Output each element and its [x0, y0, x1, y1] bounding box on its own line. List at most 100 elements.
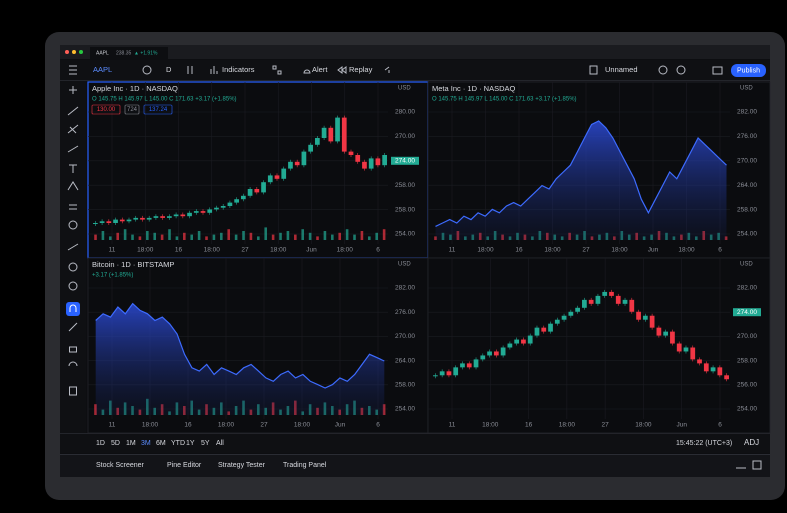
bottom-tab[interactable]: Strategy Tester — [218, 462, 266, 469]
y-axis-label: 258.00 — [737, 357, 757, 364]
candle — [575, 307, 580, 312]
range-button[interactable]: 3M — [141, 440, 151, 447]
candle — [548, 323, 553, 332]
candle — [187, 212, 192, 217]
bottom-tab[interactable]: Trading Panel — [283, 462, 327, 469]
y-axis-label: 270.00 — [395, 133, 415, 140]
replay[interactable]: Replay — [349, 65, 373, 74]
symbol[interactable]: AAPL — [93, 65, 112, 74]
interval[interactable]: D — [166, 65, 172, 74]
y-axis-label: 282.00 — [737, 285, 757, 292]
x-axis-label: 18:00 — [635, 422, 652, 429]
candle — [493, 351, 499, 356]
magnet-tool[interactable] — [66, 302, 80, 316]
range-button[interactable]: 1D — [96, 440, 105, 447]
volume-bar — [382, 229, 386, 240]
candle — [294, 161, 300, 166]
chart-panel — [427, 257, 771, 434]
range-button[interactable]: 5D — [111, 440, 120, 447]
candle — [703, 363, 709, 372]
candle — [362, 161, 367, 169]
publish-button[interactable] — [731, 64, 766, 77]
candle — [676, 343, 682, 352]
volume-bar — [375, 232, 379, 240]
candle — [609, 291, 614, 296]
candle — [541, 327, 547, 332]
volume-bar — [123, 229, 127, 240]
volume-bar — [160, 234, 164, 240]
current-price-tag — [733, 308, 761, 317]
x-axis-label: 16 — [525, 422, 533, 429]
y-axis-label: 264.00 — [395, 357, 415, 364]
volume-bar — [94, 234, 97, 240]
current-price: 274.00 — [395, 158, 415, 165]
candle — [507, 343, 513, 348]
bottom-tab[interactable]: Stock Screener — [96, 462, 145, 469]
volume-bar — [183, 232, 186, 240]
y-axis-label: 258.00 — [395, 182, 415, 189]
range-button[interactable]: 5Y — [201, 440, 210, 447]
candle — [480, 355, 486, 360]
volume-bar — [220, 232, 223, 240]
candle — [335, 117, 340, 142]
y-axis-label: 276.00 — [737, 133, 757, 140]
bottom-tab[interactable]: Pine Editor — [167, 462, 202, 469]
candle — [534, 327, 540, 336]
tab-bar — [60, 45, 770, 59]
candle — [173, 214, 179, 217]
adj[interactable]: ADJ — [744, 438, 759, 447]
volume-bar — [360, 231, 364, 240]
volume-bar — [301, 229, 305, 240]
candle — [160, 216, 165, 218]
range-button[interactable]: 1M — [126, 440, 136, 447]
browser-tab[interactable] — [90, 47, 168, 59]
range-button[interactable]: 1Y — [186, 440, 195, 447]
candle — [582, 299, 587, 308]
x-axis-label: 18:00 — [204, 247, 221, 254]
volume-bar — [308, 232, 312, 240]
volume-bar — [197, 231, 201, 240]
volume-bar — [279, 232, 282, 240]
indicators[interactable]: Indicators — [222, 65, 255, 74]
candle — [568, 311, 574, 316]
volume-bar — [271, 234, 275, 240]
alert[interactable]: Alert — [312, 65, 328, 74]
candle — [487, 351, 492, 356]
price-badge — [143, 104, 173, 115]
volume-bar — [94, 404, 97, 415]
range-button[interactable]: All — [216, 440, 224, 447]
candle — [247, 189, 253, 196]
x-axis-label: 18:00 — [559, 422, 576, 429]
candle — [649, 315, 655, 328]
volume-bar — [227, 229, 231, 240]
volume-bar — [190, 234, 194, 240]
range-button[interactable]: YTD — [171, 440, 185, 447]
y-axis-label: 270.00 — [737, 158, 757, 165]
layout-name[interactable]: Unnamed — [605, 65, 638, 74]
candle — [629, 299, 635, 312]
volume-bar — [257, 236, 260, 240]
volume-bar — [264, 227, 268, 240]
candle — [663, 331, 669, 336]
x-axis-label: 18:00 — [218, 422, 235, 429]
range-button[interactable]: 6M — [156, 440, 166, 447]
toolbar-icons[interactable] — [69, 65, 723, 75]
candle — [717, 367, 723, 376]
volume-bar — [146, 231, 149, 240]
window-dot — [65, 50, 69, 54]
tab-change: ▲ +1.91% — [134, 50, 158, 56]
tool-icons[interactable] — [67, 86, 79, 396]
tab-price: 238.35 — [116, 50, 132, 56]
candle — [167, 216, 172, 218]
x-axis-label: 27 — [241, 247, 249, 254]
candle — [146, 217, 152, 220]
publish[interactable]: Publish — [737, 67, 760, 74]
candle — [433, 375, 438, 377]
candle — [588, 299, 594, 304]
candle — [595, 295, 601, 304]
candle — [521, 339, 526, 344]
maximize-icon[interactable] — [752, 460, 762, 470]
candle — [670, 331, 675, 344]
volume-bar — [338, 232, 342, 240]
